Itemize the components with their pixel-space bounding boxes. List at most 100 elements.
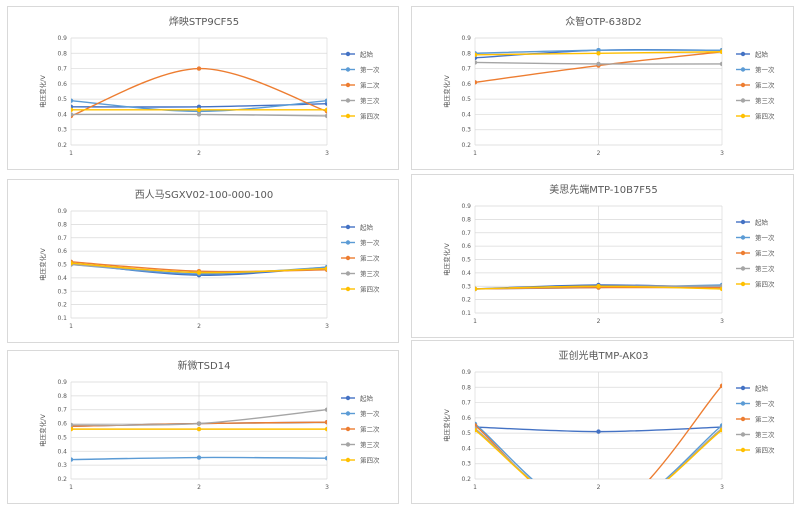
legend-label: 第一次	[755, 65, 775, 74]
legend-swatch-marker	[345, 457, 351, 463]
y-tick-label: 0.6	[57, 81, 67, 88]
legend-swatch-marker	[345, 51, 351, 57]
legend-swatch-marker	[345, 255, 351, 261]
legend-swatch-marker	[345, 67, 351, 72]
y-tick-label: 0.9	[461, 369, 471, 376]
legend-swatch-marker	[740, 432, 746, 437]
data-point	[719, 286, 722, 292]
chart-svg: 亚创光电TMP-AK03 0.2 0.3 0.4 0.5 0.6 0.7 0.8 0.9 1 2 3 电…	[442, 349, 775, 491]
chart-svg: 烨映STP9CF55 0.2 0.3 0.4 0.5 0.6 0.7 0.8 0.9 1 2 3 电压变…	[38, 15, 380, 157]
chart-svg: 美思先端MTP-10B7F55 0.1 0.2 0.3 0.4 0.5 0.6 0.7 0.8 0…	[442, 183, 775, 325]
legend-swatch-marker	[740, 67, 746, 72]
y-tick-label: 0.4	[57, 448, 67, 455]
y-tick-label: 0.8	[461, 384, 471, 391]
x-tick-label: 2	[597, 484, 601, 491]
legend-swatch-marker	[345, 271, 351, 276]
legend-label: 第一次	[360, 238, 380, 247]
y-tick-label: 0.5	[57, 262, 67, 269]
legend-label: 第三次	[360, 269, 380, 278]
plot-area	[475, 383, 722, 479]
y-tick-label: 0.3	[57, 288, 67, 295]
data-point	[324, 419, 327, 425]
y-axis-label: 电压变化/V	[38, 414, 47, 447]
plot-area	[475, 282, 722, 292]
legend-label: 第二次	[755, 414, 775, 423]
x-tick-label: 3	[325, 323, 329, 330]
plot-area	[475, 48, 722, 85]
series-line-3	[475, 427, 722, 479]
chart-svg: 众智OTP-638D2 0.2 0.3 0.4 0.5 0.6 0.7 0.8 0.9 1 2 3 电压…	[442, 15, 775, 157]
data-point	[324, 107, 327, 113]
legend-swatch-marker	[740, 401, 746, 406]
y-tick-label: 0.6	[461, 81, 471, 88]
y-tick-label: 0.7	[57, 407, 67, 414]
legend-swatch-marker	[345, 442, 351, 447]
data-point	[475, 52, 478, 58]
y-tick-label: 0.4	[461, 111, 471, 118]
x-tick-label: 1	[69, 484, 73, 491]
data-point	[475, 60, 478, 65]
chart-title: 亚创光电TMP-AK03	[558, 349, 648, 362]
y-axis-label: 电压变化/V	[38, 248, 47, 281]
y-tick-label: 0.9	[461, 35, 471, 42]
chart-panel-sgxv02: 西人马SGXV02-100-000-100 0.1 0.2 0.3 0.4 0.5 0.6 0…	[7, 179, 399, 343]
y-tick-label: 0.4	[57, 275, 67, 282]
chart-title: 新微TSD14	[178, 359, 231, 372]
chart-panel-mtp10b7f55: 美思先端MTP-10B7F55 0.1 0.2 0.3 0.4 0.5 0.6 0.7 0.8 0…	[411, 174, 794, 338]
x-tick-label: 3	[720, 318, 724, 325]
y-tick-label: 0.6	[57, 248, 67, 255]
y-tick-label: 0.1	[461, 310, 471, 317]
x-tick-label: 3	[325, 150, 329, 157]
x-tick-label: 1	[69, 150, 73, 157]
data-point	[596, 284, 601, 289]
legend-swatch-marker	[740, 416, 746, 422]
data-point	[475, 80, 478, 85]
legend-swatch-marker	[740, 113, 746, 119]
legend-swatch-marker	[345, 98, 351, 103]
y-tick-label: 0.2	[57, 302, 67, 309]
data-point	[196, 426, 202, 432]
y-axis-label: 电压变化/V	[38, 75, 47, 108]
data-point	[475, 427, 478, 433]
legend-label: 第四次	[755, 279, 775, 288]
y-tick-label: 0.6	[57, 421, 67, 428]
legend-label: 起始	[360, 49, 374, 58]
chart-title: 西人马SGXV02-100-000-100	[135, 189, 274, 201]
y-tick-label: 0.2	[461, 142, 471, 149]
chart-panel-stp9cf55: 烨映STP9CF55 0.2 0.3 0.4 0.5 0.6 0.7 0.8 0.9 1 2 3 电压变…	[7, 6, 399, 170]
legend-label: 起始	[360, 222, 374, 231]
y-tick-label: 0.4	[461, 270, 471, 277]
chart-panel-tmp-ak03: 亚创光电TMP-AK03 0.2 0.3 0.4 0.5 0.6 0.7 0.8 0.9 1 2 3 电…	[411, 340, 794, 504]
x-tick-label: 3	[720, 484, 724, 491]
legend-label: 第三次	[360, 96, 380, 105]
y-tick-label: 0.5	[57, 96, 67, 103]
chart-title: 美思先端MTP-10B7F55	[549, 183, 658, 196]
legend-label: 第四次	[755, 111, 775, 120]
legend-label: 第一次	[755, 233, 775, 242]
legend-label: 起始	[755, 383, 769, 392]
y-tick-label: 0.5	[461, 430, 471, 437]
y-tick-label: 0.2	[461, 297, 471, 304]
y-tick-label: 0.6	[461, 243, 471, 250]
data-point	[71, 107, 74, 113]
y-tick-label: 0.7	[461, 230, 471, 237]
y-axis-label: 电压变化/V	[442, 75, 451, 108]
data-point	[324, 98, 327, 103]
data-point	[324, 456, 327, 461]
legend-label: 起始	[755, 49, 769, 58]
y-tick-label: 0.5	[461, 96, 471, 103]
legend-swatch-marker	[740, 98, 746, 103]
legend-swatch-marker	[345, 240, 351, 245]
legend-label: 第三次	[755, 264, 775, 273]
x-tick-label: 2	[597, 150, 601, 157]
y-tick-label: 0.8	[57, 50, 67, 57]
y-tick-label: 0.9	[461, 203, 471, 210]
plot-area	[71, 259, 327, 278]
legend-swatch-marker	[740, 447, 746, 453]
y-tick-label: 0.3	[461, 283, 471, 290]
plot-area	[71, 66, 327, 119]
y-tick-label: 0.9	[57, 379, 67, 386]
y-tick-label: 0.7	[57, 66, 67, 73]
data-point	[196, 107, 202, 113]
legend-label: 第一次	[755, 399, 775, 408]
